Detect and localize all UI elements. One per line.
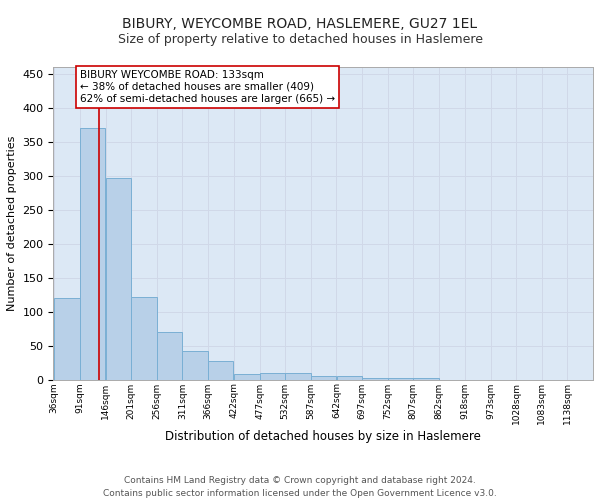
Bar: [311, 376, 337, 380]
Y-axis label: Number of detached properties: Number of detached properties: [7, 136, 17, 311]
Bar: [388, 378, 413, 380]
Bar: [234, 374, 260, 380]
Bar: [131, 296, 157, 380]
Bar: [80, 128, 106, 380]
Bar: [337, 376, 362, 380]
Text: Size of property relative to detached houses in Haslemere: Size of property relative to detached ho…: [118, 32, 482, 46]
Bar: [157, 332, 182, 380]
Bar: [260, 373, 285, 380]
Bar: [106, 178, 131, 380]
Text: BIBURY WEYCOMBE ROAD: 133sqm
← 38% of detached houses are smaller (409)
62% of s: BIBURY WEYCOMBE ROAD: 133sqm ← 38% of de…: [80, 70, 335, 104]
Text: Contains HM Land Registry data © Crown copyright and database right 2024.
Contai: Contains HM Land Registry data © Crown c…: [103, 476, 497, 498]
Text: BIBURY, WEYCOMBE ROAD, HASLEMERE, GU27 1EL: BIBURY, WEYCOMBE ROAD, HASLEMERE, GU27 1…: [122, 18, 478, 32]
Bar: [55, 298, 80, 380]
X-axis label: Distribution of detached houses by size in Haslemere: Distribution of detached houses by size …: [165, 430, 481, 443]
Bar: [362, 378, 388, 380]
Bar: [182, 351, 208, 380]
Bar: [413, 378, 439, 380]
Bar: [286, 373, 311, 380]
Bar: [208, 360, 233, 380]
